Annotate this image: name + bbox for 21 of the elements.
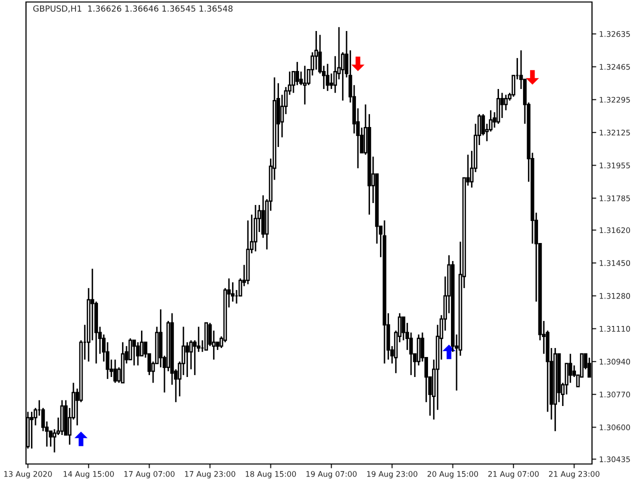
candlestick <box>113 358 117 384</box>
chart-title: GBPUSD,H1 1.36626 1.36646 1.36545 1.36548 <box>33 5 233 13</box>
candlestick <box>500 92 504 119</box>
candlestick <box>330 72 334 90</box>
candlestick <box>136 342 140 366</box>
candlestick <box>416 334 420 366</box>
candlestick <box>261 194 265 239</box>
candlestick <box>568 353 572 384</box>
candlestick <box>254 204 258 252</box>
candlestick <box>326 63 330 92</box>
candlestick <box>496 88 500 124</box>
candlestick <box>295 61 300 86</box>
candlestick <box>504 94 508 111</box>
candlestick <box>30 411 34 450</box>
point <box>526 70 539 85</box>
point <box>74 432 88 446</box>
candlestick <box>303 65 307 106</box>
point <box>442 344 456 360</box>
candlestick <box>132 340 136 366</box>
candlestick <box>185 342 190 378</box>
point <box>351 56 364 72</box>
